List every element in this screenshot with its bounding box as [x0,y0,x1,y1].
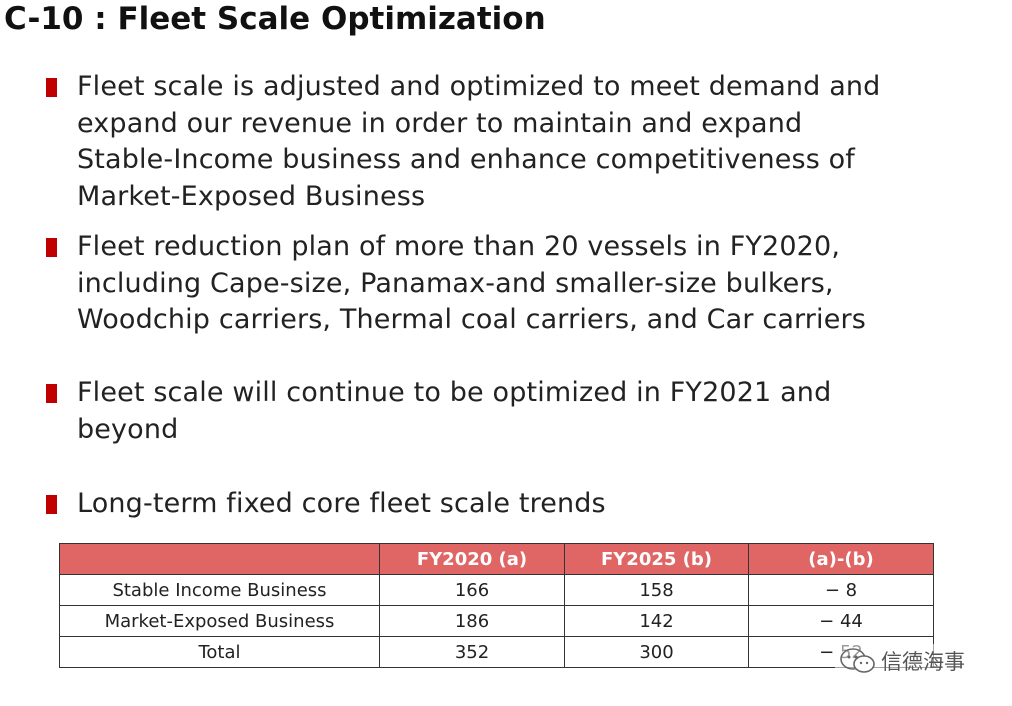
table-row: Market-Exposed Business 186 142 − 44 [59,605,934,637]
table-cell: 352 [379,636,565,668]
table-cell: 186 [379,605,565,637]
fleet-scale-table: FY2020 (a) FY2025 (b) (a)-(b) Stable Inc… [59,543,934,668]
bullet-line: Fleet scale will continue to be optimize… [77,377,832,408]
bullet-line: Stable-Income business and enhance compe… [77,144,855,175]
table-header-cell: FY2025 (b) [564,543,749,575]
watermark: 信德海事 [835,644,969,678]
table-cell: Stable Income Business [59,574,380,606]
table-header-row: FY2020 (a) FY2025 (b) (a)-(b) [59,543,934,575]
bullet-line: Market-Exposed Business [77,180,426,212]
bullet-item-2: Fleet reduction plan of more than 20 ves… [46,229,866,339]
table-row: Stable Income Business 166 158 − 8 [59,574,934,606]
bullet-line: expand our revenue in order to maintain … [77,107,803,139]
bullet-text: Fleet scale is adjusted and optimized to… [77,69,880,215]
table-cell: 300 [564,636,749,668]
table-cell: Total [59,636,380,668]
page-title: C-10 : Fleet Scale Optimization [4,1,546,37]
bullet-square-icon [46,78,57,97]
table-cell: 142 [564,605,749,637]
bullet-line: Long-term fixed core fleet scale trends [77,488,606,519]
bullet-line: Woodchip carriers, Thermal coal carriers… [77,304,866,335]
bullet-line: including Cape-size, Panamax-and smaller… [77,267,834,299]
bullet-square-icon [46,384,57,403]
bullet-item-3: Fleet scale will continue to be optimize… [46,375,831,448]
table-cell: − 8 [748,574,934,606]
table-header-cell: (a)-(b) [748,543,934,575]
table-header-cell: FY2020 (a) [379,543,565,575]
table-header-cell [59,543,380,575]
table-cell: 158 [564,574,749,606]
table-cell: Market-Exposed Business [59,605,380,637]
bullet-item-4: Long-term fixed core fleet scale trends [46,486,606,523]
bullet-text: Long-term fixed core fleet scale trends [77,486,606,523]
bullet-line: Fleet reduction plan of more than 20 ves… [77,231,841,262]
table-cell: 166 [379,574,565,606]
watermark-text: 信德海事 [881,650,965,674]
bullet-text: Fleet reduction plan of more than 20 ves… [77,229,866,339]
bullet-text: Fleet scale will continue to be optimize… [77,375,831,448]
bullet-line: Fleet scale is adjusted and optimized to… [77,71,881,102]
bullet-square-icon [46,495,57,514]
bullet-item-1: Fleet scale is adjusted and optimized to… [46,69,880,215]
bullet-square-icon [46,238,57,257]
table-row: Total 352 300 − 52 [59,636,934,668]
wechat-icon [840,648,875,673]
table-cell: − 44 [748,605,934,637]
bullet-line: beyond [77,413,179,445]
